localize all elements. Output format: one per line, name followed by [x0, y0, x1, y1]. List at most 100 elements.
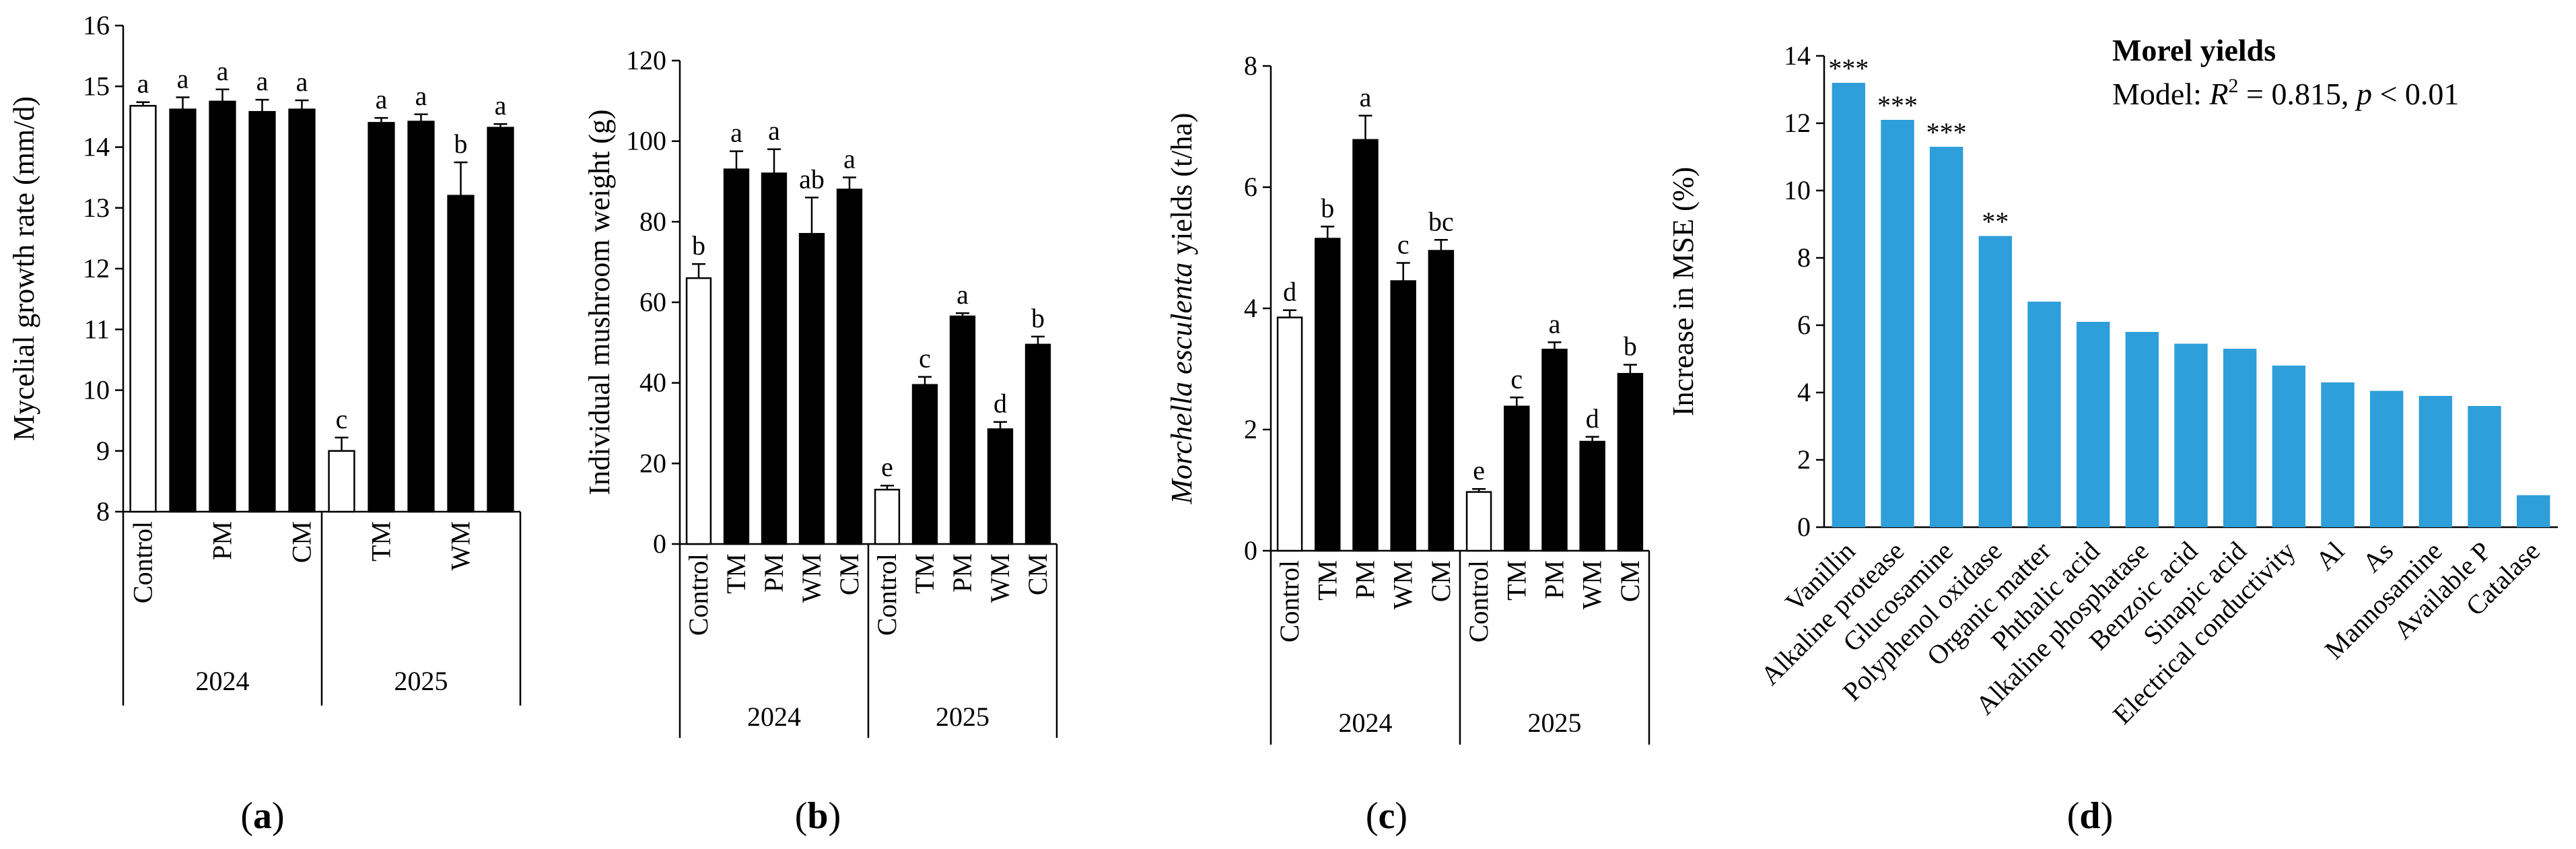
model-mid: = 0.815,	[2239, 77, 2357, 111]
bar-vanillin	[1832, 83, 1866, 527]
y-tick-label: 6	[1797, 310, 1811, 340]
bar-2024-TM	[1315, 238, 1341, 552]
panel-b-mushroom-weight: 020406080100120bControlaTMaPMabWMaCMeCon…	[583, 45, 1058, 837]
significance-letter: a	[956, 279, 969, 310]
significance-letter: c	[1397, 230, 1409, 260]
bar-2025-WM	[447, 195, 475, 513]
bar-2024-WM	[1390, 280, 1416, 552]
panel-label-letter: c	[1379, 795, 1395, 837]
bar-2025-WM	[987, 428, 1014, 545]
significance-letter: b	[692, 230, 705, 261]
year-label-2024: 2024	[1339, 708, 1393, 738]
x-category-label: WM	[985, 553, 1015, 603]
y-axis-title: Increase in MSE (%)	[1667, 167, 1700, 416]
model-p: p	[2355, 77, 2372, 111]
x-category-label: PM	[207, 521, 238, 560]
significance-letter: b	[1321, 193, 1334, 224]
panel-label-letter: a	[253, 795, 272, 837]
significance-letter: c	[336, 404, 348, 434]
y-tick-label: 14	[1784, 40, 1811, 71]
y-tick-label: 2	[1244, 414, 1257, 444]
x-category-label: Control	[1274, 560, 1304, 642]
bar-2024-WM	[798, 233, 825, 545]
bar-as	[2369, 390, 2404, 527]
year-label-2025: 2025	[1528, 708, 1582, 738]
model-end: < 0.01	[2372, 77, 2459, 111]
bar-benzoic-acid	[2174, 343, 2208, 527]
significance-letter: b	[1031, 303, 1045, 333]
bar-2024-PM	[761, 172, 788, 545]
bar-glucosamine	[1929, 147, 1963, 527]
bar-2025-PM	[407, 121, 435, 513]
panel-label: (b)	[795, 795, 841, 837]
x-category-label: CM	[1022, 553, 1053, 595]
significance-letter: a	[768, 116, 780, 146]
significance-letter: e	[1473, 455, 1485, 485]
x-category-label: PM	[1350, 560, 1381, 599]
y-tick-label: 8	[96, 496, 110, 527]
significance-letter: e	[881, 452, 893, 482]
significance-letter: b	[454, 129, 468, 159]
panel-label-open: (	[240, 795, 253, 837]
panel-label-close: )	[272, 795, 285, 837]
panel-label-letter: d	[2079, 795, 2100, 837]
model-stats: Model: R2 = 0.815, p < 0.01	[2112, 75, 2459, 111]
y-tick-label: 12	[83, 253, 110, 283]
x-category-label: WM	[796, 553, 827, 603]
y-tick-label: 4	[1244, 293, 1257, 323]
bar-mannosamine	[2418, 396, 2453, 527]
y-tick-label: 4	[1797, 377, 1811, 407]
year-label-2024: 2024	[747, 702, 801, 732]
significance-letter: a	[415, 81, 427, 111]
model-r-superscript: 2	[2229, 75, 2239, 97]
significance-letter: a	[1360, 82, 1372, 112]
x-category-label: CM	[1615, 560, 1645, 602]
panel-label-open: (	[2067, 795, 2080, 837]
x-category-label: PM	[1539, 560, 1570, 599]
y-tick-label: 20	[639, 448, 666, 478]
y-tick-label: 40	[639, 368, 666, 398]
y-tick-label: 0	[1797, 512, 1811, 542]
significance-letter: d	[1283, 277, 1296, 307]
bar-2024-CM	[1428, 250, 1455, 552]
significance-letter: a	[217, 56, 229, 86]
significance-stars: ***	[1877, 90, 1918, 121]
bar-2025-Control	[1465, 491, 1492, 552]
bar-al	[2321, 382, 2355, 527]
x-category-label: PM	[759, 553, 789, 592]
bar-available-p	[2468, 406, 2501, 527]
significance-letter: a	[1549, 308, 1561, 339]
significance-stars: ***	[1926, 117, 1967, 147]
y-tick-label: 11	[83, 314, 110, 344]
year-label-2025: 2025	[936, 702, 989, 732]
y-tick-label: 15	[83, 71, 110, 101]
bar-alkaline-protease	[1881, 120, 1914, 527]
y-tick-label: 13	[83, 193, 110, 223]
panel-label: (d)	[2067, 795, 2113, 837]
year-label-2025: 2025	[394, 666, 448, 696]
y-tick-label: 60	[639, 287, 666, 317]
y-tick-label: 100	[626, 126, 666, 156]
year-label-2024: 2024	[196, 666, 250, 696]
model-prefix: Model:	[2112, 77, 2209, 111]
significance-letter: a	[730, 118, 742, 148]
bar-2025-TM	[368, 122, 395, 513]
bar-catalase	[2516, 495, 2550, 527]
y-tick-label: 10	[83, 375, 110, 405]
y-tick-label: 16	[83, 10, 110, 40]
bar-alkaline-phosphatase	[2125, 332, 2159, 527]
x-category-label: WM	[1388, 560, 1418, 609]
significance-letter: a	[177, 63, 189, 94]
bar-2025-Control	[874, 488, 901, 545]
x-category-label: Control	[683, 553, 713, 636]
significance-letter: a	[843, 144, 856, 174]
x-category-label: Al	[2309, 536, 2350, 576]
y-tick-label: 6	[1244, 172, 1257, 202]
panel-label-close: )	[1395, 795, 1407, 837]
x-category-label: TM	[366, 521, 396, 562]
panel-label: (c)	[1366, 795, 1407, 837]
significance-letter: bc	[1428, 206, 1454, 236]
